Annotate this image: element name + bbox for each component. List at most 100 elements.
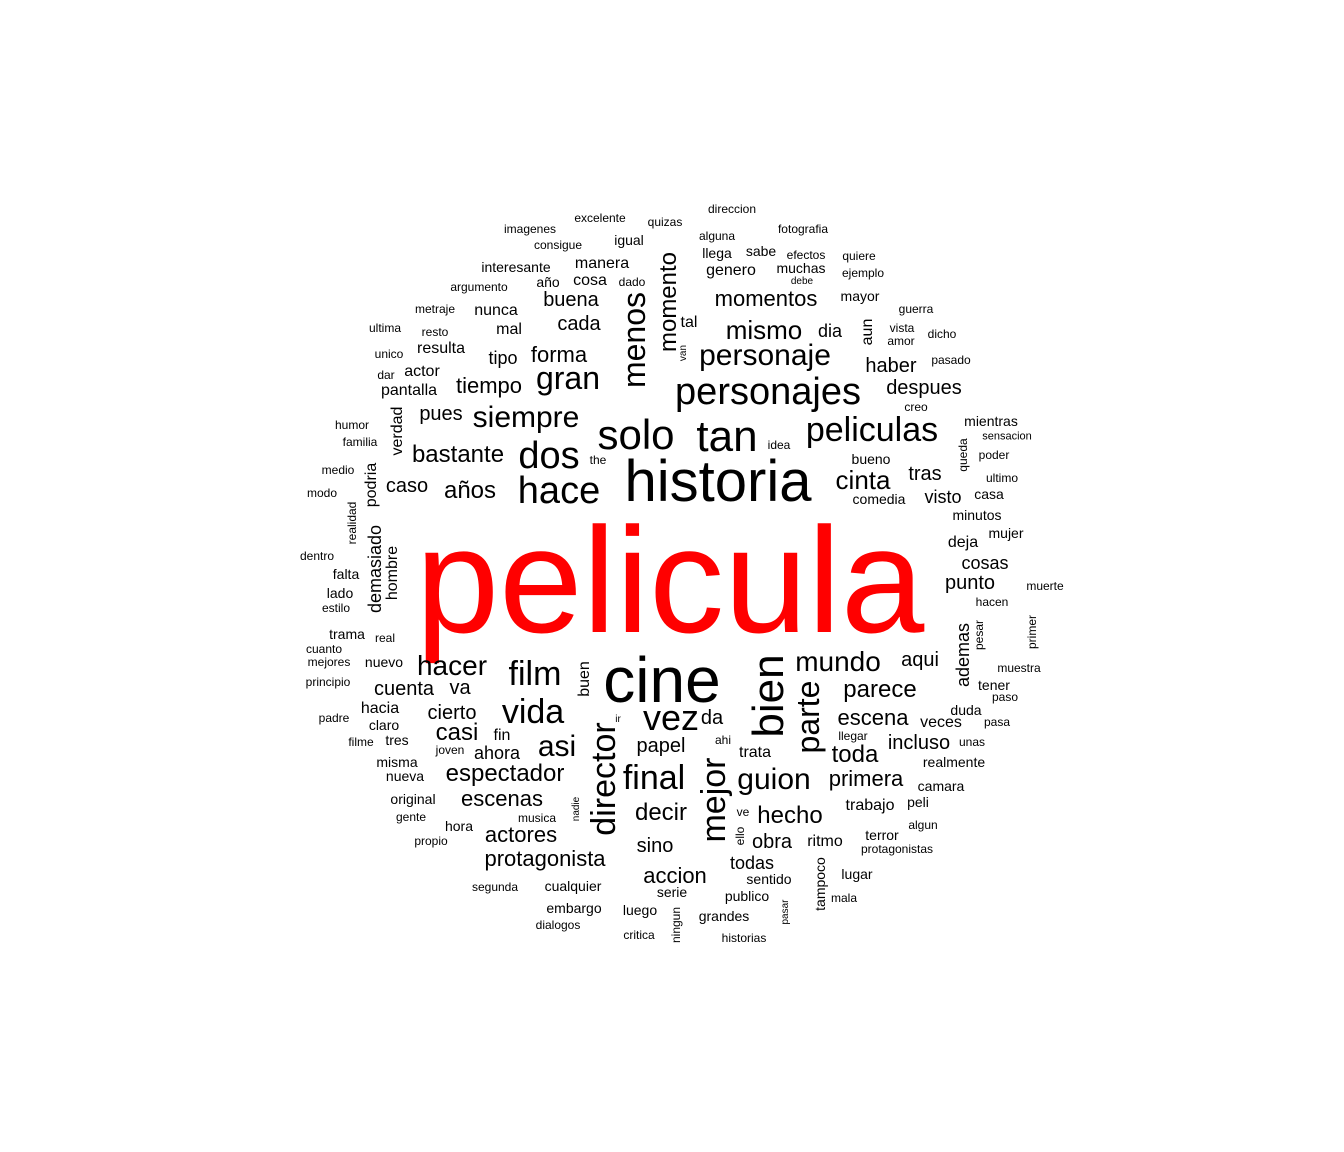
cloud-word: nadie: [571, 796, 582, 822]
cloud-word: cine: [603, 644, 721, 716]
cloud-word: minutos: [952, 507, 1002, 523]
cloud-word: punto: [944, 572, 996, 594]
cloud-word: resulta: [416, 340, 466, 357]
cloud-word: unas: [958, 735, 986, 749]
cloud-word: filme: [348, 735, 374, 749]
cloud-word: ahora: [473, 743, 521, 763]
cloud-word: realmente: [922, 754, 986, 770]
cloud-word: tan: [696, 412, 758, 461]
cloud-word: pesar: [972, 619, 986, 651]
cloud-word: hecho: [757, 802, 823, 829]
cloud-word: despues: [886, 377, 962, 399]
cloud-word: consigue: [533, 238, 583, 252]
cloud-word: siempre: [472, 401, 580, 434]
cloud-word: igual: [614, 232, 644, 248]
cloud-word: interesante: [481, 259, 551, 275]
cloud-word: ello: [733, 826, 747, 846]
cloud-word: momentos: [714, 286, 818, 311]
cloud-word: dado: [618, 275, 646, 289]
cloud-word: pantalla: [380, 382, 438, 399]
cloud-word: metraje: [414, 302, 456, 316]
cloud-word: estilo: [321, 601, 351, 615]
cloud-word: mundo: [795, 646, 881, 677]
cloud-word: años: [443, 477, 497, 504]
cloud-word: actor: [404, 363, 440, 380]
cloud-word: sensacion: [982, 430, 1032, 443]
cloud-word: da: [700, 707, 724, 729]
cloud-word: sino: [636, 835, 674, 857]
cloud-word: trabajo: [845, 797, 895, 814]
cloud-word: film: [508, 655, 562, 693]
cloud-word: parte: [790, 680, 826, 754]
cloud-word: casa: [974, 486, 1004, 502]
cloud-word: decir: [634, 799, 688, 826]
cloud-word: veces: [920, 714, 962, 731]
cloud-word: fin: [493, 727, 511, 744]
cloud-word: historia: [624, 449, 812, 514]
cloud-word: papel: [636, 735, 686, 757]
cloud-word: original: [390, 791, 436, 807]
cloud-word: the: [589, 453, 607, 467]
cloud-word: pasa: [983, 715, 1011, 729]
cloud-word: grandes: [698, 908, 750, 924]
cloud-word: misma: [376, 754, 418, 770]
cloud-word: cuanto: [305, 642, 343, 656]
cloud-word: guion: [737, 763, 811, 796]
cloud-word: segunda: [471, 880, 519, 894]
cloud-word: mientras: [964, 413, 1018, 429]
cloud-word: debe: [790, 276, 814, 287]
cloud-word: imagenes: [503, 222, 557, 236]
cloud-word: realidad: [345, 501, 359, 545]
cloud-word: muchas: [776, 260, 826, 276]
cloud-word: final: [622, 759, 686, 797]
cloud-word: ir: [615, 714, 621, 725]
cloud-word: bastante: [411, 441, 505, 468]
cloud-word: joven: [435, 743, 465, 757]
cloud-word: comedia: [852, 491, 906, 507]
cloud-word: cosa: [573, 272, 607, 289]
cloud-word: cada: [557, 313, 601, 335]
cloud-word: excelente: [574, 211, 626, 225]
cloud-word: mal: [496, 321, 522, 338]
cloud-word: historias: [721, 931, 767, 945]
cloud-word: principio: [305, 675, 351, 689]
cloud-word: menos: [616, 291, 652, 389]
cloud-word: mismo: [725, 315, 803, 345]
cloud-word: hacen: [975, 595, 1009, 609]
cloud-word: cosas: [961, 553, 1009, 573]
cloud-word: unico: [374, 347, 404, 361]
cloud-word: director: [585, 722, 623, 836]
cloud-word: pasado: [931, 353, 971, 367]
cloud-word: aun: [859, 318, 876, 346]
cloud-word: toda: [831, 741, 879, 768]
cloud-word: mala: [830, 891, 858, 905]
cloud-word: critica: [623, 928, 655, 942]
cloud-word: dentro: [299, 549, 335, 563]
cloud-word: momento: [655, 251, 682, 353]
cloud-word: forma: [530, 342, 588, 367]
cloud-word: creo: [904, 400, 928, 414]
cloud-word: cierto: [427, 702, 477, 724]
cloud-word: vez: [642, 697, 700, 738]
cloud-word: vida: [501, 693, 565, 731]
cloud-word: hacer: [416, 650, 488, 681]
cloud-word: año: [536, 274, 560, 290]
cloud-word: mujer: [988, 525, 1024, 541]
cloud-word: tal: [680, 314, 698, 331]
cloud-word: padre: [318, 711, 350, 725]
cloud-word: lugar: [841, 866, 873, 882]
cloud-word: efectos: [786, 248, 826, 262]
cloud-word: peliculas: [805, 411, 939, 449]
cloud-word: sabe: [745, 243, 777, 259]
cloud-word: publico: [724, 888, 770, 904]
cloud-word: ritmo: [807, 833, 843, 850]
cloud-word: humor: [334, 418, 370, 432]
cloud-word: tener: [978, 677, 1010, 693]
cloud-word: muestra: [997, 661, 1041, 675]
cloud-word: mayor: [840, 288, 880, 304]
cloud-word: falta: [332, 566, 360, 582]
cloud-word: luego: [622, 902, 658, 918]
cloud-word: manera: [574, 255, 630, 272]
cloud-word: nueva: [385, 768, 425, 784]
cloud-word: nuevo: [364, 654, 404, 670]
